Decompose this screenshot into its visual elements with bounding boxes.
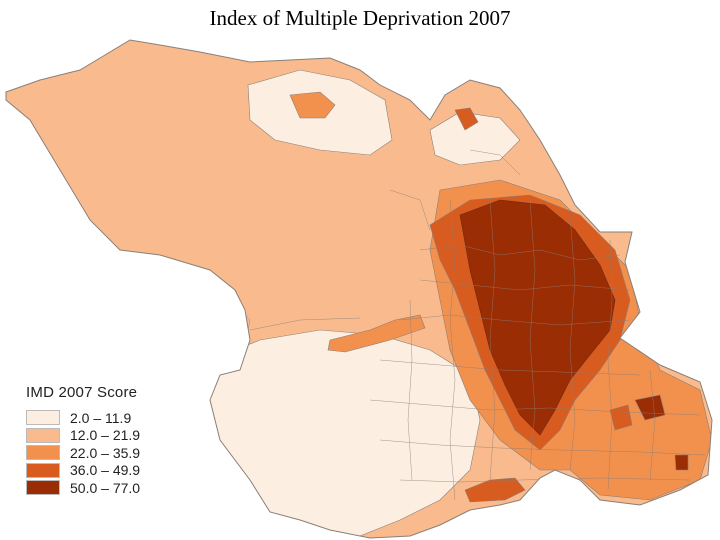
legend-swatch <box>26 410 60 426</box>
legend-swatch <box>26 480 60 496</box>
legend-range-label: 22.0 – 35.9 <box>70 444 141 461</box>
region-patch-north <box>289 91 336 119</box>
legend-swatch <box>26 445 60 461</box>
legend-range-label: 2.0 – 11.9 <box>70 409 132 426</box>
region-patch-east-1 <box>634 394 666 421</box>
region-patch-west <box>327 314 426 353</box>
legend-rows: 2.0 – 11.9 12.0 – 21.9 22.0 – 35.9 36.0 – 4… <box>26 409 206 497</box>
region-patch-east-2 <box>609 404 633 431</box>
legend-item: 22.0 – 35.9 <box>26 444 206 462</box>
legend-title: IMD 2007 Score <box>26 384 138 401</box>
map-legend: IMD 2007 Score 2.0 – 11.9 12.0 – 21.9 22.0… <box>26 384 206 497</box>
legend-item: 36.0 – 49.9 <box>26 462 206 480</box>
region-patch-east-3 <box>674 454 689 471</box>
ward-boundaries <box>229 149 706 501</box>
region-patch-north-2 <box>454 107 479 131</box>
legend-range-label: 50.0 – 77.0 <box>70 479 141 496</box>
legend-item: 12.0 – 21.9 <box>26 427 206 445</box>
region-core <box>459 199 616 436</box>
legend-swatch <box>26 427 60 443</box>
legend-item: 50.0 – 77.0 <box>26 479 206 497</box>
map-title: Index of Multiple Deprivation 2007 <box>209 6 511 30</box>
legend-swatch <box>26 462 60 478</box>
district-boundary <box>5 39 713 539</box>
legend-range-label: 36.0 – 49.9 <box>70 462 141 479</box>
legend-item: 2.0 – 11.9 <box>26 409 206 427</box>
legend-range-label: 12.0 – 21.9 <box>70 427 141 444</box>
